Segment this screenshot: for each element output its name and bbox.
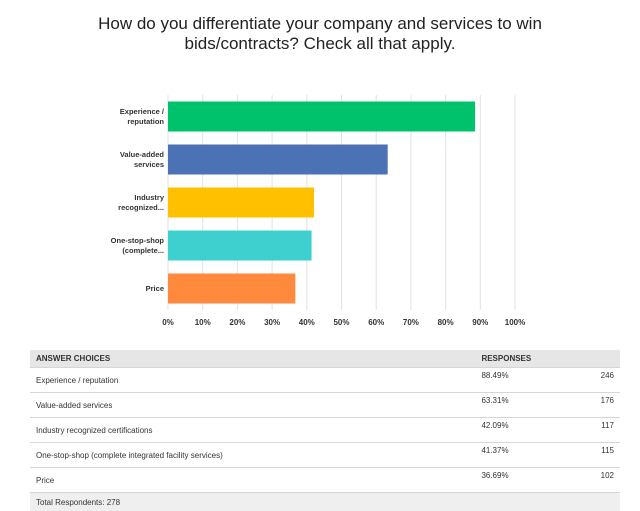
bar [168,273,296,304]
x-tick-label: 10% [195,318,211,327]
footer-cell [475,492,620,511]
x-tick-label: 20% [229,318,245,327]
x-tick-label: 40% [299,318,315,327]
bar [168,230,312,261]
bar [168,144,388,175]
bar [168,101,476,132]
x-tick-label: 90% [472,318,488,327]
footer-cell: Total Respondents: 278 [30,492,476,511]
x-tick-label: 60% [368,318,384,327]
x-tick-label: 80% [438,318,454,327]
table-cell: One-stop-shop (complete integrated facil… [30,442,476,468]
table-row: One-stop-shop (complete integrated facil… [30,442,620,468]
table-cell: 36.69% [475,467,564,493]
table-cell: 41.37% [475,442,564,468]
x-tick-label: 50% [333,318,349,327]
y-tick-label: One-stop-shop (complete... [110,235,164,255]
table-cell: 176 [563,392,620,418]
table-cell: 63.31% [475,392,564,418]
x-tick-label: 100% [505,318,525,327]
table-row: Price 36.69% 102 [30,467,620,493]
table-cell: Value-added services [30,392,476,418]
chart: 0% 10% 20% 30% 40% 50% 60% 70% 80% 90% 100% [162,95,525,327]
chart-title: How do you differentiate your company an… [98,14,542,53]
footer-row: Total Respondents: 278 [30,492,620,511]
table-row: Experience / reputation 88.49% 246 [30,367,620,393]
x-tick-label: 70% [403,318,419,327]
table-cell: Price [30,467,476,493]
table-cell: 88.49% [475,367,564,393]
header-cell: ANSWER CHOICES [30,350,476,368]
header-cell: RESPONSES [475,350,620,368]
table-cell: 102 [563,467,620,493]
table-row: Industry recognized certifications 42.09%… [30,417,620,443]
bar [168,187,315,218]
responses-table: ANSWER CHOICES RESPONSES Experience / re… [30,350,620,511]
header-row: ANSWER CHOICES RESPONSES [30,350,620,368]
x-tick-label: 30% [264,318,280,327]
table-cell: Experience / reputation [30,367,476,393]
y-tick-label: Industry recognized... [118,192,164,212]
y-tick-label: Price [145,283,164,293]
table-cell: 117 [563,417,620,443]
y-tick-label: Value-added services [119,149,164,169]
table-cell: 115 [563,442,620,468]
table-cell: Industry recognized certifications [30,417,476,443]
y-tick-label: Experience / reputation [119,106,164,126]
table-cell: 246 [563,367,620,393]
x-tick-label: 0% [162,318,174,327]
table-row: Value-added services 63.31% 176 [30,392,620,418]
table-cell: 42.09% [475,417,564,443]
